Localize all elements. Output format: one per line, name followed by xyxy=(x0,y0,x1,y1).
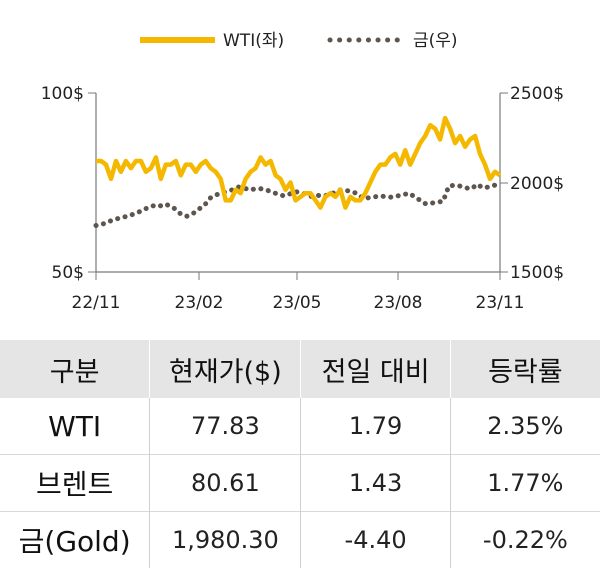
y-right-tick-label-2000: 2000$ xyxy=(510,174,564,194)
table-row: 금(Gold) 1,980.30 -4.40 -0.22% xyxy=(0,512,600,568)
table-header-daily-change: 전일 대비 xyxy=(301,340,450,398)
table-cell-rate: -0.22% xyxy=(450,512,600,568)
table-header-current-price: 현재가($) xyxy=(150,340,301,398)
table-header-row: 구분 현재가($) 전일 대비 등락률 xyxy=(0,340,600,398)
table-cell-rate: 1.77% xyxy=(450,455,600,512)
table-header-change-rate: 등락률 xyxy=(450,340,600,398)
x-tick-label-23-11: 23/11 xyxy=(476,293,525,313)
legend-label-wti: WTI(좌) xyxy=(223,31,284,51)
legend: WTI(좌) 금(우) xyxy=(140,31,458,51)
x-tick-label-23-08: 23/08 xyxy=(374,293,423,313)
y-left-tick-label-100: 100$ xyxy=(41,84,84,104)
series-line-gold xyxy=(96,184,500,225)
table-row: WTI 77.83 1.79 2.35% xyxy=(0,398,600,455)
x-tick-label-22-11: 22/11 xyxy=(72,293,121,313)
x-tick-label-23-05: 23/05 xyxy=(273,293,322,313)
table-cell-price: 80.61 xyxy=(150,455,301,512)
table-cell-change: 1.43 xyxy=(301,455,450,512)
table-cell-name: 브렌트 xyxy=(0,455,150,512)
table-cell-price: 1,980.30 xyxy=(150,512,301,568)
table-cell-rate: 2.35% xyxy=(450,398,600,455)
table-cell-name: 금(Gold) xyxy=(0,512,150,568)
table-row: 브렌트 80.61 1.43 1.77% xyxy=(0,455,600,512)
table-header-category: 구분 xyxy=(0,340,150,398)
legend-label-gold: 금(우) xyxy=(413,31,458,51)
y-right-tick-label-2500: 2500$ xyxy=(510,84,564,104)
table-cell-name: WTI xyxy=(0,398,150,455)
table-cell-change: 1.79 xyxy=(301,398,450,455)
y-left-tick-label-50: 50$ xyxy=(52,263,84,283)
y-right-tick-label-1500: 1500$ xyxy=(510,263,564,283)
wti-gold-line-chart: WTI(좌) 금(우) 100$ 50$ 2500$ 2000$ 1500$ 2… xyxy=(0,0,600,335)
table-cell-change: -4.40 xyxy=(301,512,450,568)
series-line-wti xyxy=(96,118,500,208)
table-cell-price: 77.83 xyxy=(150,398,301,455)
x-tick-label-23-02: 23/02 xyxy=(175,293,224,313)
price-summary-table: 구분 현재가($) 전일 대비 등락률 WTI 77.83 1.79 2.35%… xyxy=(0,340,600,568)
